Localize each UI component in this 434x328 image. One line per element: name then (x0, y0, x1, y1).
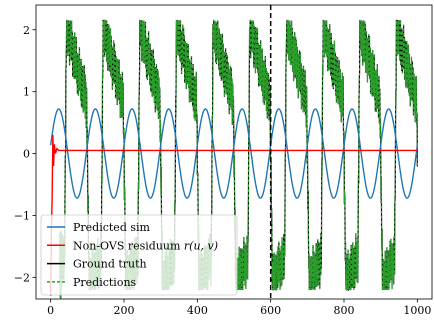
legend-entry-ground-truth-label: Ground truth (73, 258, 147, 271)
legend-entry-residuum-label: Non-OVS residuum r(u, v) (73, 239, 218, 252)
y-tick-label: 1 (23, 86, 30, 99)
axes-frame (35, 4, 433, 300)
x-tick-label: 0 (47, 304, 54, 317)
legend-entry-predicted-sim-label: Predicted sim (73, 221, 151, 234)
axes: 0 200 400 600 800 1000 −2 −1 0 1 2 (14, 4, 433, 317)
legend-box (40, 214, 238, 296)
y-tick-label: −1 (14, 209, 30, 222)
x-tick-label: 1000 (403, 304, 431, 317)
series-predictions (59, 19, 418, 299)
y-tick-label: 2 (23, 24, 30, 37)
y-tick-label: −2 (14, 271, 30, 284)
x-tick-label: 800 (334, 304, 355, 317)
x-tick-label: 200 (114, 304, 135, 317)
y-tick-label: 0 (23, 148, 30, 161)
x-tick-label: 600 (260, 304, 281, 317)
x-tick-label: 400 (187, 304, 208, 317)
series-predicted-sim (49, 108, 419, 199)
legend-entry-predictions-label: Predictions (73, 276, 137, 289)
legend: Predicted sim Non-OVS residuum r(u, v) Gro… (40, 214, 238, 296)
